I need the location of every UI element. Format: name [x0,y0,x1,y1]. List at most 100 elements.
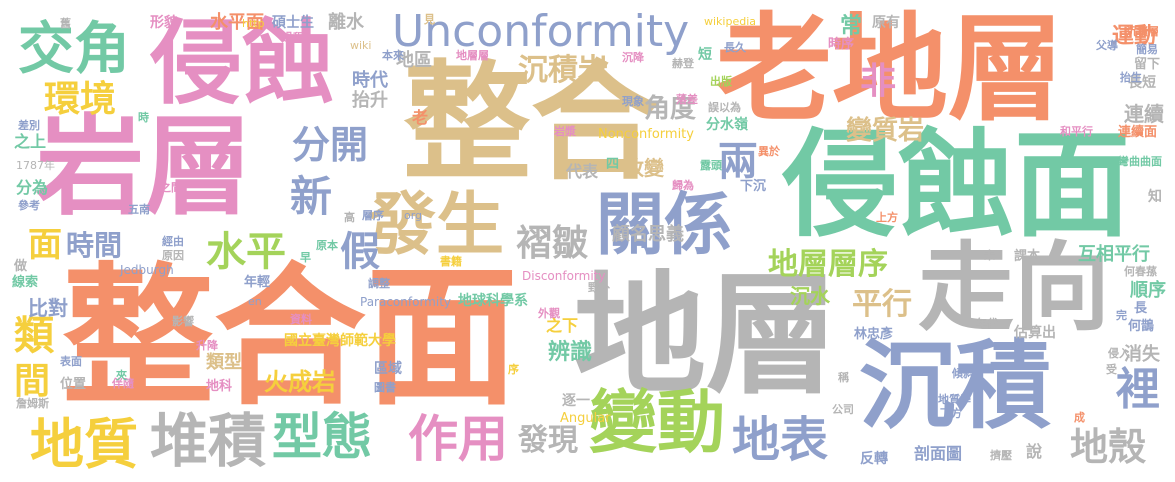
word-shi: 時 [138,111,149,124]
word-lianxu: 連續 [1124,102,1164,126]
word-paraconformity: Paraconformity [360,295,452,309]
word-duiji: 堆積 [150,407,267,475]
word-jiya: 擠壓 [990,449,1012,462]
word-zhixia: 之下 [546,316,579,335]
word-zhijian: 之間 [160,181,182,194]
word-shou: 受 [1106,363,1117,376]
word-yingxiang: 影響 [172,315,194,328]
word-diqiu-kexuexi: 地球科學系 [458,293,528,309]
word-chenjiyan: 沉積岩 [518,53,608,88]
word-org: org [404,209,423,222]
word-taisheng: 抬升 [352,90,388,111]
word-lei: 類 [14,313,54,359]
word-lishui: 離水 [328,12,364,33]
word-shuo: 說 [1026,442,1043,461]
word-keben: 課本 [1014,249,1041,264]
word-wunan: 五南 [128,203,150,216]
word-wikipedia: wikipedia [704,15,757,28]
word-zao: 早 [300,251,311,264]
word-lutou: 露頭 [700,159,722,172]
word-zhishang: 之上 [14,132,47,151]
word-yuanyou: 原有 [872,15,900,31]
word-cengxu: 層序 [362,209,384,222]
word-si: 四 [606,157,620,172]
word-bianshi: 辨識 [548,340,593,365]
word-unconformity: Unconformity [392,6,690,57]
word-yanjiang: 岩漿 [554,125,576,138]
word-luocha: 落差 [676,93,698,106]
word-dibiao: 地表 [732,412,829,468]
word-xiaoshi: 消失 [1124,344,1160,365]
word-tiaozheng: 調整 [368,277,390,290]
word-wuyiwei: 誤以為 [708,101,741,114]
word-shuiping: 水平 [206,229,286,275]
word-fenshuiling: 分水嶺 [706,117,748,133]
word-hedeng: 赫登 [672,57,694,70]
word-zhi: 知 [1148,189,1162,205]
word-gao: 高 [344,211,355,224]
word-jedburgh: Jedburgh [120,263,174,277]
word-gusuanchu: 估算出 [1014,325,1056,341]
word-lianxumian: 連續面 [1118,125,1158,140]
word-jia: 假 [340,229,380,275]
word-li: 裡 [1116,364,1160,415]
word-huochengyan: 火成岩 [264,368,336,396]
word-shijian: 時間 [66,229,123,262]
word-shixu: 時序 [828,37,855,52]
word-qingxie: 傾斜 [952,367,974,380]
word-daibiao: 代表 [566,162,599,181]
word-fasheng: 發生 [368,186,505,265]
word-tushu: 圖書 [374,381,396,394]
word-zhenghe: 整合 [403,49,660,198]
word-zuoyong: 作用 [408,410,508,468]
word-fanzhuan: 反轉 [860,451,888,467]
word-fenkai: 分開 [292,123,369,167]
word-liuxia: 留下 [1134,57,1161,72]
word-gaibian: 改變 [624,156,664,180]
word-guoli-shida: 國立臺灣師範大學 [284,333,396,349]
word-jingyou: 經由 [162,235,184,248]
word-zhuyi: 逐一 [562,393,590,409]
word-shuji: 書籍 [440,255,462,268]
word-jianyi: 簡易 [1136,43,1158,56]
word-lao-diceng: 老地層 [716,2,1064,137]
word-huxiang-pingxing: 互相平行 [1078,244,1150,265]
word-zouxiang: 走向 [918,232,1110,344]
word-yuanyin: 原因 [162,249,184,262]
word-guming-siyi: 顧名思義 [612,224,684,245]
word-mian: 面 [28,225,62,265]
word-chang: 常 [840,14,863,39]
word-chenjiceng: 沉積層 [1126,25,1159,38]
word-chang2: 長 [1134,301,1148,316]
word-qinshi-mian: 侵蝕面 [782,118,1130,253]
word-chenshui: 沉水 [790,284,830,308]
word-xu: 序 [508,363,519,376]
word-leixing: 類型 [206,352,242,373]
word-cheng: 成 [1074,411,1085,424]
word-linzhongyan: 林忠彥 [854,327,894,342]
word-jian: 間 [14,361,51,402]
word-jia2: 夾 [116,369,127,382]
word-gongsi: 公司 [832,403,854,416]
word-hechunsun: 何春蓀 [1124,265,1157,278]
word-yiyu: 異於 [758,145,780,158]
word-bidui: 比對 [28,296,68,320]
word-jiaojiao: 交角 [18,17,130,82]
word-yuanben: 原本 [316,239,338,252]
word-chenji: 沉積 [859,330,1051,442]
word-jiu: 舊 [60,17,71,30]
word-benlai: 本來 [382,49,404,62]
word-guiwei: 歸為 [672,179,694,192]
word-ziliao: 資料 [290,313,312,326]
word-duan: 短 [698,47,712,63]
word-xingmao: 形貌 [150,15,178,31]
word-biaomian: 表面 [60,355,82,368]
word-xiansuo: 線索 [12,275,39,290]
word-disconformity: Disconformity [522,269,606,283]
word-jian2: 見 [424,13,435,26]
word-qinshi: 侵蝕 [150,10,335,117]
word-wei: 未 [984,249,995,262]
word-changduan: 長短 [1128,75,1156,91]
word-wanqu-qumian: 彎曲曲面 [1118,155,1162,168]
